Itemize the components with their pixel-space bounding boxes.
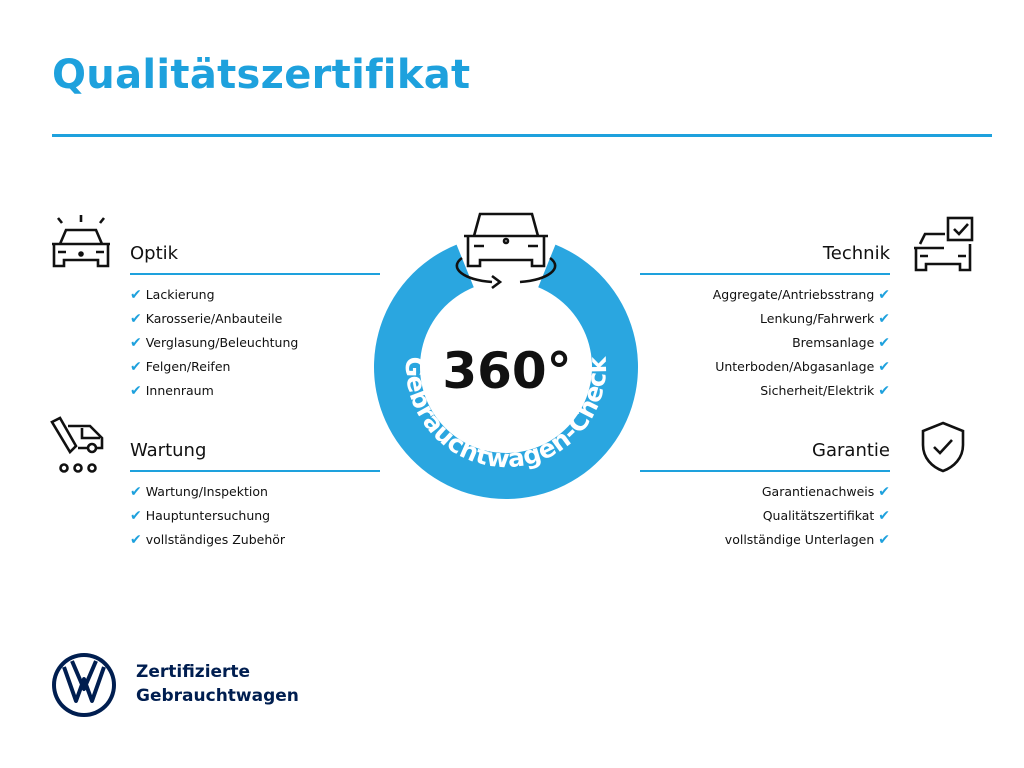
check-icon: ✔ (878, 532, 890, 548)
service-van-icon (50, 416, 104, 473)
checklist-item: ✔ Karosserie/Anbauteile (130, 311, 380, 335)
check-icon: ✔ (878, 484, 890, 500)
brand-line-1: Zertifizierte (136, 662, 251, 682)
checklist-label: Qualitätszertifikat (762, 508, 875, 523)
brand-line-2: Gebrauchtwagen (136, 686, 299, 706)
checklist-item: vollständige Unterlagen ✔ (640, 532, 890, 556)
section-technik: Technik Aggregate/Antriebsstrang ✔ Lenkun… (640, 243, 890, 407)
checklist-label: Hauptuntersuchung (145, 508, 271, 523)
shield-check-icon (921, 421, 965, 473)
checklist-label: Sicherheit/Elektrik (760, 383, 875, 398)
title-divider (52, 134, 992, 137)
checklist-label: Felgen/Reifen (145, 359, 231, 374)
checklist-item: Sicherheit/Elektrik ✔ (640, 383, 890, 407)
checklist-label: Verglasung/Beleuchtung (145, 335, 299, 350)
checklist-label: Wartung/Inspektion (145, 484, 268, 499)
section-divider (130, 470, 380, 472)
checklist-label: Unterboden/Abgasanlage (715, 359, 875, 374)
check-icon: ✔ (878, 335, 890, 351)
car-rotate-icon (455, 212, 557, 290)
ring-arc (374, 244, 638, 499)
checklist-label: Lackierung (145, 287, 215, 302)
check-icon: ✔ (130, 383, 142, 399)
check-icon: ✔ (130, 508, 142, 524)
check-icon: ✔ (130, 311, 142, 327)
section-divider (640, 470, 890, 472)
check-icon: ✔ (878, 508, 890, 524)
checklist-item: ✔ Verglasung/Beleuchtung (130, 335, 380, 359)
check-icon: ✔ (130, 335, 142, 351)
checklist-item: ✔ Wartung/Inspektion (130, 484, 380, 508)
checklist-label: Lenkung/Fahrwerk (760, 311, 875, 326)
checklist-label: Karosserie/Anbauteile (145, 311, 283, 326)
checklist-item: Garantienachweis ✔ (640, 484, 890, 508)
checklist-label: Innenraum (145, 383, 214, 398)
section-heading: Optik (130, 243, 179, 264)
section-optik: Optik ✔ Lackierung ✔ Karosserie/Anbauteil… (130, 243, 380, 407)
check-icon: ✔ (130, 287, 142, 303)
section-divider (640, 273, 890, 275)
degree-label: 360° (442, 342, 571, 400)
vw-logo (52, 653, 116, 717)
checklist-label: Aggregate/Antriebsstrang (712, 287, 875, 302)
check-icon: ✔ (130, 532, 142, 548)
checklist-item: Unterboden/Abgasanlage ✔ (640, 359, 890, 383)
checklist-item: Qualitätszertifikat ✔ (640, 508, 890, 532)
checklist-item: ✔ vollständiges Zubehör (130, 532, 380, 556)
checklist-item: ✔ Hauptuntersuchung (130, 508, 380, 532)
brand-text: Zertifizierte Gebrauchtwagen (136, 660, 299, 708)
checklist-label: Bremsanlage (792, 335, 875, 350)
checklist-item: Lenkung/Fahrwerk ✔ (640, 311, 890, 335)
checklist-label: Garantienachweis (761, 484, 875, 499)
car-checkbox-icon (914, 216, 974, 272)
section-wartung: Wartung ✔ Wartung/Inspektion ✔ Hauptunter… (130, 440, 380, 556)
section-heading: Garantie (812, 440, 890, 461)
page-title: Qualitätszertifikat (52, 52, 471, 98)
check-icon: ✔ (878, 287, 890, 303)
section-heading: Technik (822, 243, 890, 264)
checklist-item: Aggregate/Antriebsstrang ✔ (640, 287, 890, 311)
checklist-label: vollständiges Zubehör (145, 532, 286, 547)
section-garantie: Garantie Garantienachweis ✔ Qualitätszert… (640, 440, 890, 556)
checklist-item: Bremsanlage ✔ (640, 335, 890, 359)
car-lights-icon (52, 215, 110, 268)
checklist-item: ✔ Felgen/Reifen (130, 359, 380, 383)
section-divider (130, 273, 380, 275)
check-icon: ✔ (878, 311, 890, 327)
checklist-item: ✔ Innenraum (130, 383, 380, 407)
section-heading: Wartung (130, 440, 207, 461)
checklist-item: ✔ Lackierung (130, 287, 380, 311)
check-icon: ✔ (130, 484, 142, 500)
check-icon: ✔ (878, 359, 890, 375)
check-icon: ✔ (130, 359, 142, 375)
check-icon: ✔ (878, 383, 890, 399)
checklist-label: vollständige Unterlagen (724, 532, 875, 547)
